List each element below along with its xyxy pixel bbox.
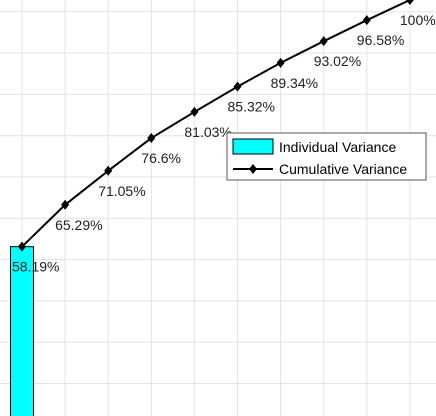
cumulative-label: 76.6%: [141, 150, 181, 166]
data-labels: 58.19% 65.29% 71.05% 76.6%81.03% 85.32% 89.34…: [12, 12, 436, 275]
cumulative-marker: [276, 57, 285, 68]
cumulative-label: 85.32%: [228, 99, 275, 115]
cumulative-line: [18, 0, 414, 252]
cumulative-marker: [61, 199, 70, 210]
legend-swatch-marker: [249, 164, 257, 174]
cumulative-marker: [190, 106, 199, 117]
cumulative-marker: [362, 15, 371, 26]
cumulative-marker: [104, 165, 113, 176]
cumulative-marker: [233, 81, 242, 92]
cumulative-marker: [147, 133, 156, 144]
cumulative-label: 71.05%: [98, 183, 145, 199]
cumulative-marker: [18, 241, 26, 252]
cumulative-label: 65.29%: [55, 217, 102, 233]
cumulative-label: 96.58%: [357, 32, 404, 48]
cumulative-marker: [405, 0, 414, 5]
legend-label-cumulative: Cumulative Variance: [279, 161, 407, 177]
cumulative-label: 89.34%: [271, 75, 318, 91]
cumulative-label: 58.19%: [12, 259, 59, 275]
cumulative-series-line: [21, 0, 411, 248]
cumulative-label: 81.03%: [184, 124, 231, 140]
legend-label-individual: Individual Variance: [279, 139, 396, 155]
cumulative-label: 100%: [400, 12, 436, 28]
cumulative-marker: [319, 36, 328, 47]
cumulative-label: 93.02%: [314, 53, 361, 69]
legend-swatch-bar: [232, 138, 274, 155]
legend: Individual Variance Cumulative Variance: [226, 132, 427, 181]
